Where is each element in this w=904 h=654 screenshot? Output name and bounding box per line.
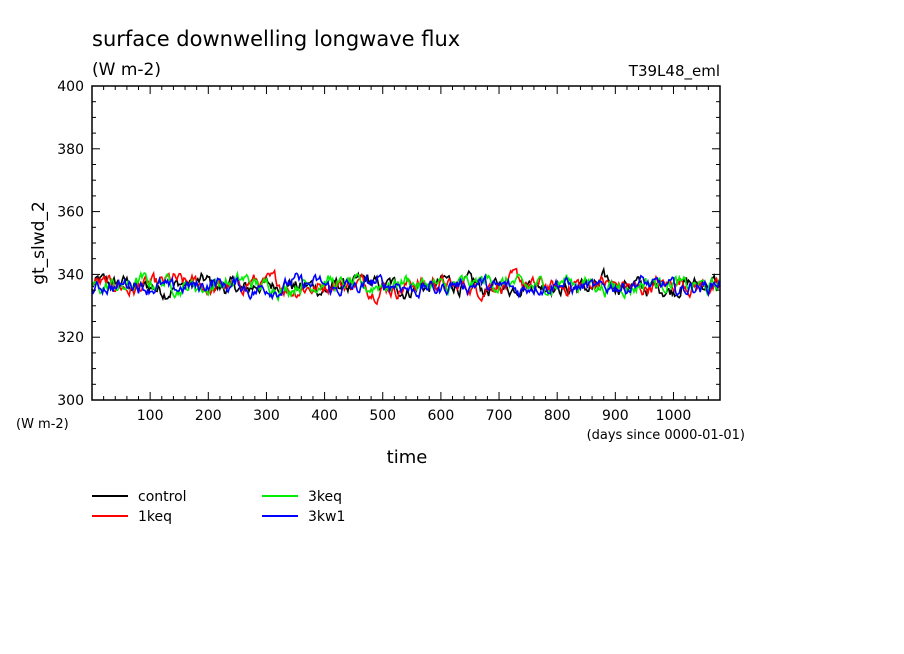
x-tick-label: 300 <box>253 408 280 424</box>
x-tick-label: 100 <box>137 408 164 424</box>
y-tick-label: 380 <box>57 142 84 158</box>
x-tick-label: 500 <box>369 408 396 424</box>
x-tick-label: 1000 <box>656 408 692 424</box>
y-unit-label: (W m-2) <box>16 417 69 432</box>
legend-label-control: control <box>138 489 187 505</box>
y-tick-label: 400 <box>57 79 84 95</box>
legend-label-3keq: 3keq <box>308 489 342 505</box>
series-lines <box>91 266 721 306</box>
x-tick-label: 400 <box>311 408 338 424</box>
plot-area <box>91 85 721 401</box>
legend: control 1keq 3keq 3kw1 <box>92 489 345 525</box>
y-tick-label: 360 <box>57 205 84 221</box>
x-tick-label: 800 <box>544 408 571 424</box>
chart-title: surface downwelling longwave flux <box>92 27 460 51</box>
legend-label-3kw1: 3kw1 <box>308 509 345 525</box>
x-tick-label: 600 <box>428 408 455 424</box>
x-tick-labels: 100 200 300 400 500 600 700 800 900 1000 <box>137 408 692 424</box>
legend-label-1keq: 1keq <box>138 509 172 525</box>
y-tick-label: 300 <box>57 393 84 409</box>
chart-subtitle: (W m-2) <box>92 60 161 80</box>
series-line-3kw1 <box>91 272 721 301</box>
x-unit-label: (days since 0000-01-01) <box>587 428 745 443</box>
y-tick-label: 320 <box>57 330 84 346</box>
y-tick-label: 340 <box>57 267 84 283</box>
x-tick-label: 200 <box>195 408 222 424</box>
y-axis-label: gt_slwd_2 <box>29 201 49 285</box>
x-tick-label: 900 <box>602 408 629 424</box>
axis-ticks <box>92 85 720 401</box>
experiment-label: T39L48_eml <box>628 62 720 81</box>
y-tick-labels: 300 320 340 360 380 400 <box>57 79 84 409</box>
x-tick-label: 700 <box>486 408 513 424</box>
plot-frame <box>91 85 721 401</box>
x-axis-label: time <box>387 447 428 468</box>
